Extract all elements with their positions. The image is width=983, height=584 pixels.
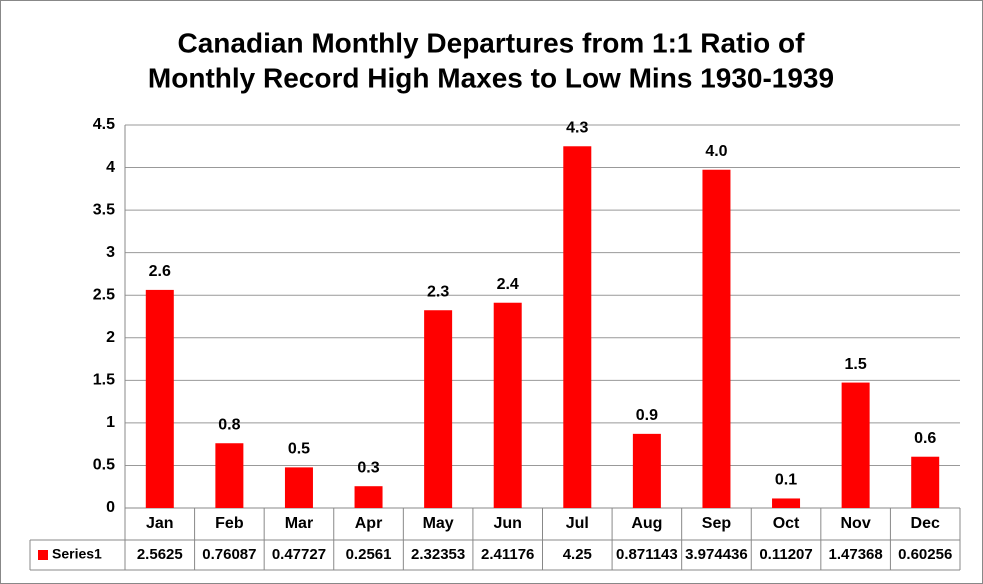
- x-tick-label: Jun: [493, 515, 521, 532]
- table-value: 0.60256: [898, 546, 952, 563]
- x-tick-label: Oct: [773, 515, 800, 532]
- data-label: 0.5: [288, 441, 310, 458]
- y-tick-label: 1.5: [93, 372, 115, 389]
- x-tick-label: Apr: [355, 515, 383, 532]
- y-tick-label: 0: [106, 499, 115, 516]
- data-label: 0.1: [775, 472, 797, 489]
- table-value: 4.25: [563, 546, 592, 563]
- legend-swatch: [38, 550, 48, 560]
- data-label: 0.9: [636, 407, 658, 424]
- table-value: 2.41176: [481, 546, 534, 563]
- y-tick-label: 0.5: [93, 457, 115, 474]
- data-label: 0.3: [357, 459, 379, 476]
- data-label: 2.4: [497, 276, 519, 293]
- x-tick-label: Jan: [146, 515, 174, 532]
- y-tick-label: 2.5: [93, 286, 115, 303]
- table-value: 0.76087: [202, 546, 256, 563]
- table-value: 2.32353: [411, 546, 465, 563]
- bar: [772, 498, 801, 508]
- bar: [841, 382, 870, 508]
- data-label: 4.3: [566, 119, 588, 136]
- bar: [424, 310, 453, 508]
- bar: [702, 169, 731, 509]
- x-tick-label: Jul: [566, 515, 589, 532]
- table-value: 0.871143: [616, 546, 678, 563]
- table-value: 2.5625: [137, 546, 183, 563]
- y-tick-label: 1: [106, 414, 115, 431]
- bar: [215, 443, 244, 508]
- table-value: 1.47368: [829, 546, 883, 563]
- y-tick-label: 3: [106, 244, 115, 261]
- chart-title: Canadian Monthly Departures from 1:1 Rat…: [178, 27, 806, 58]
- bar: [145, 289, 174, 508]
- x-tick-label: Nov: [841, 515, 871, 532]
- table-value: 3.974436: [685, 546, 748, 563]
- data-label: 1.5: [845, 356, 867, 373]
- y-tick-label: 4: [106, 159, 115, 176]
- bar: [911, 456, 940, 508]
- bar: [354, 486, 383, 508]
- data-label: 4.0: [705, 143, 727, 160]
- table-value: 0.2561: [346, 546, 392, 563]
- x-tick-label: Aug: [631, 515, 662, 532]
- data-label: 2.6: [149, 263, 171, 280]
- chart-title: Monthly Record High Maxes to Low Mins 19…: [148, 62, 834, 93]
- y-tick-label: 4.5: [93, 116, 115, 133]
- table-value: 0.47727: [272, 546, 326, 563]
- data-label: 2.3: [427, 283, 449, 300]
- table-value: 0.11207: [759, 546, 812, 563]
- x-tick-label: May: [423, 515, 454, 532]
- x-tick-label: Feb: [215, 515, 244, 532]
- bar: [493, 302, 522, 508]
- x-tick-label: Dec: [911, 515, 940, 532]
- data-label: 0.8: [218, 416, 240, 433]
- x-tick-label: Sep: [702, 515, 732, 532]
- y-tick-label: 2: [106, 329, 115, 346]
- data-label: 0.6: [914, 430, 936, 447]
- bar: [284, 467, 313, 508]
- bar: [632, 433, 661, 508]
- bar: [563, 146, 592, 508]
- legend-label: Series1: [52, 546, 102, 562]
- x-tick-label: Mar: [285, 515, 313, 532]
- y-tick-label: 3.5: [93, 201, 115, 218]
